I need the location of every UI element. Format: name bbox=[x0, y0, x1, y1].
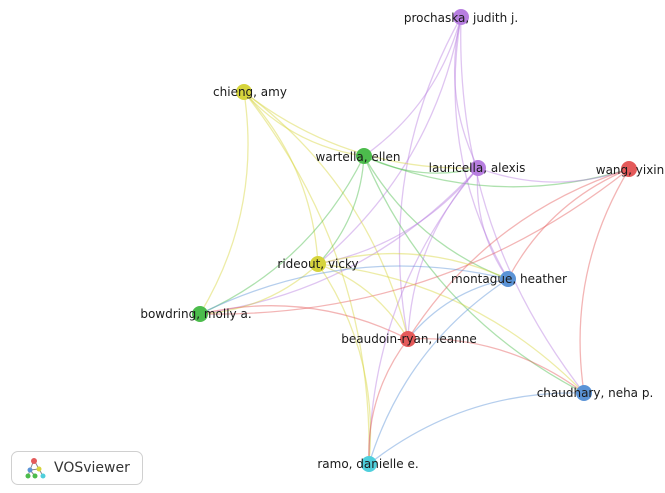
node-label-chieng: chieng, amy bbox=[213, 85, 287, 99]
edge-lauricella-beaudoin bbox=[407, 167, 479, 340]
edge-chieng-beaudoin bbox=[243, 91, 409, 340]
edge-montague-beaudoin bbox=[407, 278, 509, 340]
vosviewer-label: VOSviewer bbox=[54, 460, 130, 476]
edge-beaudoin-chaudhary bbox=[407, 338, 585, 394]
node-chieng[interactable] bbox=[236, 84, 252, 100]
node-prochaska[interactable] bbox=[453, 9, 469, 25]
node-label-lauricella: lauricella, alexis bbox=[429, 161, 526, 175]
edge-prochaska-wartella bbox=[363, 16, 462, 157]
edge-wartella-lauricella bbox=[363, 155, 479, 174]
edge-rideout-bowdring bbox=[199, 263, 319, 315]
edge-prochaska-beaudoin bbox=[398, 16, 462, 340]
edge-lauricella-wang bbox=[477, 167, 630, 183]
edge-rideout-ramo bbox=[317, 263, 372, 465]
edge-wartella-montague bbox=[363, 155, 509, 280]
edge-lauricella-bowdring bbox=[199, 167, 479, 315]
edge-wang-beaudoin bbox=[407, 168, 630, 340]
edge-chieng-bowdring bbox=[199, 91, 249, 315]
node-label-chaudhary: chaudhary, neha p. bbox=[537, 386, 654, 400]
edge-prochaska-chaudhary bbox=[460, 16, 585, 394]
edge-rideout-chaudhary bbox=[317, 263, 585, 394]
node-montague[interactable] bbox=[500, 271, 516, 287]
edge-rideout-montague bbox=[317, 252, 509, 280]
node-rideout[interactable] bbox=[310, 256, 326, 272]
node-bowdring[interactable] bbox=[192, 306, 208, 322]
edge-chaudhary-ramo bbox=[368, 392, 585, 465]
edge-prochaska-lauricella bbox=[454, 16, 479, 169]
edge-beaudoin-bowdring bbox=[199, 305, 409, 340]
edge-wartella-chaudhary bbox=[363, 155, 585, 394]
node-label-ramo: ramo, danielle e. bbox=[317, 457, 418, 471]
edge-wang-montague bbox=[507, 168, 630, 280]
node-wartella[interactable] bbox=[356, 148, 372, 164]
edge-montague-ramo bbox=[368, 278, 509, 465]
node-label-bowdring: bowdring, molly a. bbox=[140, 307, 251, 321]
node-label-wartella: wartella, ellen bbox=[316, 150, 401, 164]
edge-wartella-rideout bbox=[317, 155, 365, 265]
edge-beaudoin-ramo bbox=[368, 338, 409, 465]
edge-layer bbox=[199, 16, 630, 465]
edge-montague-bowdring bbox=[199, 265, 509, 315]
vosviewer-badge[interactable]: VOSviewer bbox=[11, 451, 143, 485]
vosviewer-logo-icon bbox=[25, 458, 46, 479]
node-ramo[interactable] bbox=[361, 456, 377, 472]
node-chaudhary[interactable] bbox=[576, 385, 592, 401]
node-label-beaudoin: beaudoin-ryan, leanne bbox=[341, 332, 476, 346]
edge-lauricella-montague bbox=[476, 167, 509, 280]
edge-prochaska-montague bbox=[454, 16, 509, 280]
edge-chieng-rideout bbox=[243, 91, 319, 265]
edge-chieng-wartella bbox=[243, 91, 365, 157]
node-label-prochaska: prochaska, judith j. bbox=[404, 11, 518, 25]
label-layer: prochaska, judith j. chieng, amy wartella,… bbox=[140, 11, 664, 471]
node-beaudoin[interactable] bbox=[400, 331, 416, 347]
node-wang[interactable] bbox=[621, 161, 637, 177]
node-lauricella[interactable] bbox=[470, 160, 486, 176]
edge-chieng-ramo bbox=[243, 91, 370, 465]
node-layer bbox=[192, 9, 637, 472]
edge-wartella-bowdring bbox=[199, 155, 365, 315]
edge-chieng-lauricella bbox=[243, 91, 479, 169]
edge-wartella-wang bbox=[363, 155, 630, 188]
edge-lauricella-ramo bbox=[368, 167, 479, 465]
edge-lauricella-rideout bbox=[317, 167, 479, 265]
edge-wang-bowdring bbox=[199, 168, 630, 315]
node-label-wang: wang, yixin bbox=[596, 163, 665, 177]
edge-rideout-beaudoin bbox=[317, 263, 409, 340]
edge-wang-chaudhary bbox=[579, 168, 630, 394]
edge-prochaska-rideout bbox=[317, 16, 462, 265]
node-label-rideout: rideout, vicky bbox=[277, 257, 358, 271]
node-label-montague: montague, heather bbox=[451, 272, 567, 286]
